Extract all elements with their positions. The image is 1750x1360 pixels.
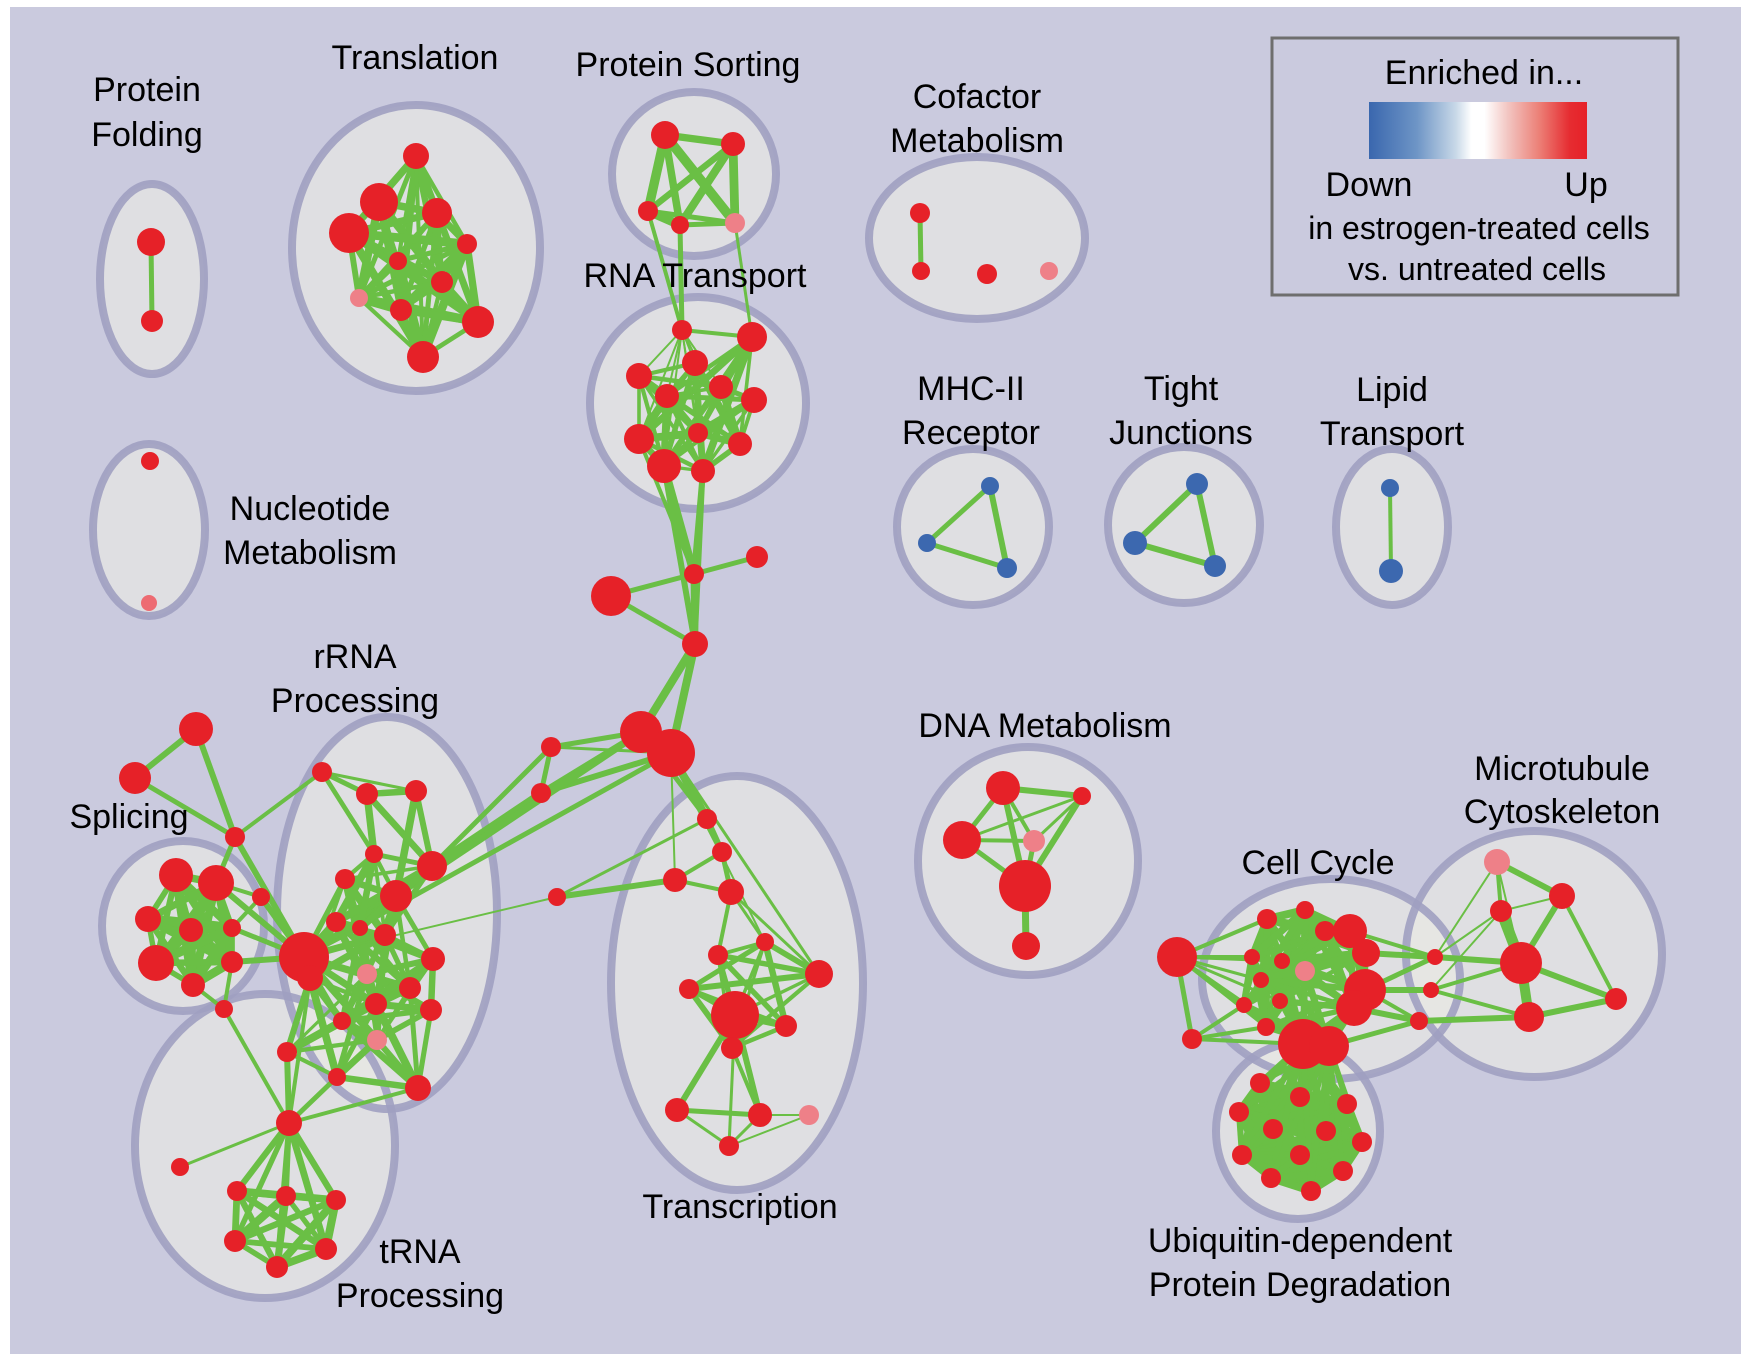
- svg-text:Protein: Protein: [93, 71, 201, 109]
- svg-text:in estrogen-treated cells: in estrogen-treated cells: [1308, 210, 1650, 246]
- svg-text:Processing: Processing: [336, 1277, 504, 1315]
- svg-text:Protein Degradation: Protein Degradation: [1149, 1266, 1451, 1304]
- svg-text:MHC-II: MHC-II: [917, 370, 1025, 408]
- svg-text:vs. untreated cells: vs. untreated cells: [1348, 251, 1606, 287]
- svg-text:RNA Transport: RNA Transport: [584, 257, 808, 295]
- svg-text:Receptor: Receptor: [902, 414, 1040, 452]
- svg-text:Lipid: Lipid: [1356, 371, 1428, 409]
- svg-text:tRNA: tRNA: [379, 1233, 461, 1271]
- svg-text:Microtubule: Microtubule: [1474, 750, 1650, 788]
- svg-text:Metabolism: Metabolism: [890, 122, 1064, 160]
- svg-text:Enriched in...: Enriched in...: [1385, 54, 1583, 92]
- svg-text:Metabolism: Metabolism: [223, 534, 397, 572]
- svg-text:Transcription: Transcription: [642, 1188, 837, 1226]
- svg-text:rRNA: rRNA: [313, 638, 396, 676]
- svg-text:Junctions: Junctions: [1109, 414, 1253, 452]
- svg-text:Protein Sorting: Protein Sorting: [576, 46, 801, 84]
- svg-text:Processing: Processing: [271, 682, 439, 720]
- svg-text:Cell Cycle: Cell Cycle: [1241, 844, 1394, 882]
- svg-text:Down: Down: [1326, 166, 1413, 204]
- svg-text:Ubiquitin-dependent: Ubiquitin-dependent: [1148, 1222, 1453, 1260]
- svg-text:Tight: Tight: [1144, 370, 1219, 408]
- svg-text:Transport: Transport: [1320, 415, 1465, 453]
- svg-text:Nucleotide: Nucleotide: [230, 490, 391, 528]
- svg-text:Translation: Translation: [332, 39, 499, 77]
- svg-text:Splicing: Splicing: [69, 798, 188, 836]
- svg-text:Folding: Folding: [91, 116, 203, 154]
- svg-text:Cofactor: Cofactor: [913, 78, 1042, 116]
- svg-text:Up: Up: [1564, 166, 1607, 204]
- svg-text:DNA Metabolism: DNA Metabolism: [918, 707, 1171, 745]
- svg-text:Cytoskeleton: Cytoskeleton: [1464, 793, 1661, 831]
